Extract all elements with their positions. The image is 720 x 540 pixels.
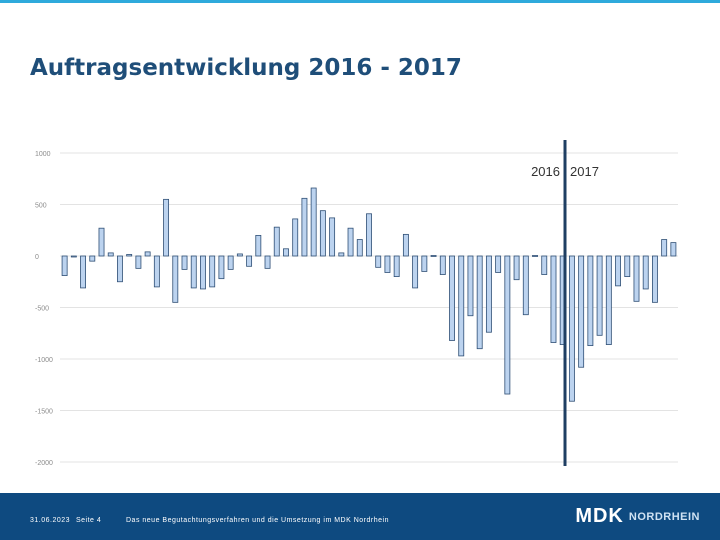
bar: [615, 255, 621, 287]
bar: [375, 255, 382, 268]
bar: [642, 255, 649, 290]
bar: [310, 187, 317, 257]
bar: [98, 227, 105, 257]
bar: [227, 255, 234, 270]
bar: [190, 255, 197, 289]
bar: [70, 255, 77, 258]
bar: [522, 255, 529, 316]
bar: [135, 255, 142, 269]
bar: [61, 255, 68, 276]
bar: [329, 217, 336, 257]
bar: [319, 210, 326, 257]
bar: [568, 255, 575, 402]
bar: [200, 255, 206, 290]
bar: [292, 218, 299, 257]
annotation-2017: 2017: [570, 164, 599, 179]
bar: [236, 253, 243, 257]
bar-chart: 1000 500 0 -500 -1000 -1500 -2000 2016 2017: [35, 140, 678, 467]
bar: [605, 255, 612, 345]
bar: [504, 255, 511, 395]
y-tick-label: -500: [35, 306, 49, 313]
bar: [587, 255, 594, 347]
y-tick-label: -1000: [35, 357, 53, 364]
bar: [107, 252, 114, 257]
bar: [246, 255, 253, 267]
bar-series: [61, 187, 677, 402]
bar: [255, 234, 262, 257]
mdk-logo: MDK NORDRHEIN: [575, 505, 700, 528]
footer-description: Das neue Begutachtungsverfahren und die …: [126, 517, 389, 524]
bar: [393, 255, 400, 278]
bar: [412, 255, 419, 289]
bar: [550, 255, 557, 343]
bar: [670, 242, 677, 257]
bar: [485, 255, 492, 333]
bar: [578, 255, 585, 368]
bar: [153, 255, 160, 288]
bar: [218, 255, 225, 280]
bar: [126, 254, 133, 257]
y-tick-labels: 1000 500 0 -500 -1000 -1500 -2000: [35, 151, 53, 467]
bar: [273, 226, 280, 257]
bar: [532, 255, 538, 257]
y-tick-label: 500: [35, 203, 47, 210]
bar: [624, 255, 631, 278]
logo-mark: MDK: [575, 505, 624, 527]
bar: [541, 255, 548, 275]
slide-title: Auftragsentwicklung 2016 - 2017: [30, 55, 462, 81]
bar: [144, 251, 151, 257]
top-accent-rule: [0, 0, 720, 3]
y-tick-label: 1000: [35, 151, 51, 158]
bar: [347, 227, 354, 257]
grid-layer: [60, 152, 678, 463]
bar: [181, 255, 188, 270]
year-annotations: 2016 2017: [531, 164, 599, 179]
bar: [209, 255, 216, 288]
bar: [513, 255, 520, 281]
bar: [163, 198, 170, 257]
bar: [117, 255, 123, 283]
bar: [356, 239, 363, 257]
bar: [384, 255, 391, 273]
bar: [652, 255, 658, 303]
bar: [439, 255, 446, 275]
bar: [172, 255, 179, 303]
logo-text: NORDRHEIN: [628, 510, 700, 523]
bar: [596, 255, 603, 336]
y-tick-label: -2000: [35, 460, 53, 467]
bar: [449, 255, 455, 341]
bar: [476, 255, 483, 350]
bar: [301, 197, 308, 257]
bar: [495, 255, 502, 273]
bar: [430, 255, 437, 257]
footer-page-number: Seite 4: [76, 517, 102, 524]
bar: [458, 255, 465, 357]
bar: [421, 255, 428, 272]
bar: [283, 248, 289, 257]
bar: [89, 255, 96, 262]
footer-date: 31.06.2023: [30, 517, 71, 524]
bar: [661, 239, 668, 257]
bar: [402, 233, 409, 257]
bar: [338, 252, 345, 257]
y-tick-label: 0: [35, 254, 39, 261]
footer-bar: 31.06.2023 Seite 4 Das neue Begutachtung…: [0, 493, 720, 540]
annotation-2016: 2016: [531, 164, 560, 179]
bar: [467, 255, 474, 317]
bar: [80, 255, 86, 289]
bar: [633, 255, 640, 302]
bar: [366, 213, 372, 257]
bar: [264, 255, 271, 269]
y-tick-label: -1500: [35, 409, 53, 416]
